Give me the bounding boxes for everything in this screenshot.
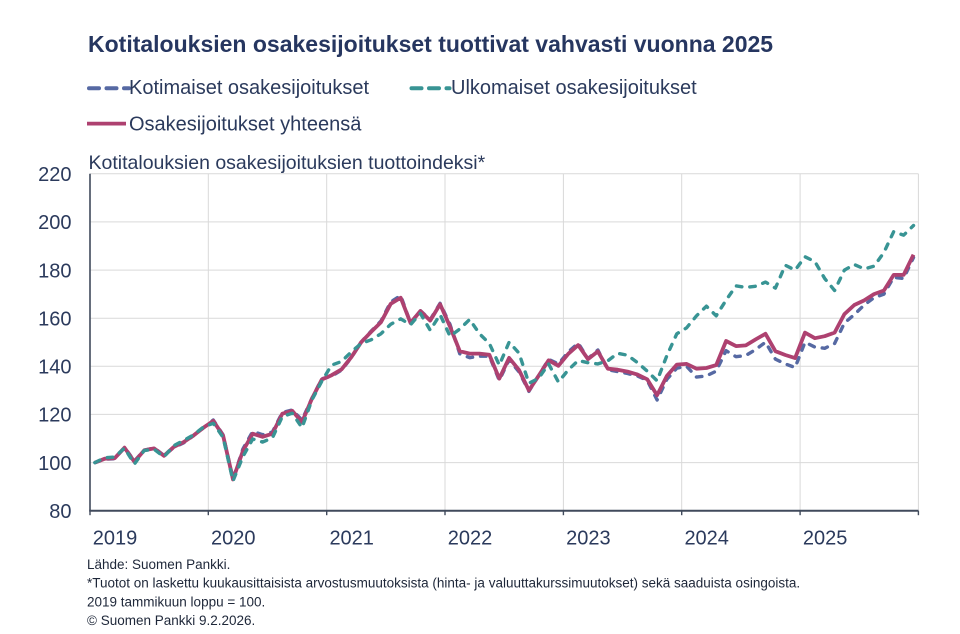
svg-text:180: 180	[38, 260, 71, 282]
svg-text:160: 160	[38, 308, 71, 330]
svg-text:Kotitalouksien osakesijoituksi: Kotitalouksien osakesijoituksien tuottoi…	[89, 152, 486, 174]
svg-text:Kotitalouksien osakesijoitukse: Kotitalouksien osakesijoitukset tuottiva…	[88, 31, 773, 57]
svg-text:© Suomen Pankki 9.2.2026.: © Suomen Pankki 9.2.2026.	[87, 613, 255, 628]
svg-text:2019: 2019	[93, 528, 138, 550]
svg-text:220: 220	[38, 164, 71, 186]
svg-text:140: 140	[38, 357, 71, 379]
svg-text:2021: 2021	[329, 528, 374, 550]
svg-text:2019 tammikuun loppu = 100.: 2019 tammikuun loppu = 100.	[87, 594, 265, 609]
svg-text:2025: 2025	[803, 528, 848, 550]
svg-text:Ulkomaiset osakesijoitukset: Ulkomaiset osakesijoitukset	[451, 77, 697, 99]
svg-text:120: 120	[38, 405, 71, 427]
svg-text:80: 80	[49, 501, 71, 523]
svg-text:2023: 2023	[566, 528, 611, 550]
svg-text:2022: 2022	[448, 528, 493, 550]
svg-text:*Tuotot on laskettu kuukausitt: *Tuotot on laskettu kuukausittaisista ar…	[87, 576, 800, 591]
svg-text:2024: 2024	[684, 528, 729, 550]
svg-text:Osakesijoitukset yhteensä: Osakesijoitukset yhteensä	[129, 114, 362, 136]
svg-text:2020: 2020	[211, 528, 256, 550]
svg-text:200: 200	[38, 212, 71, 234]
svg-text:Lähde: Suomen Pankki.: Lähde: Suomen Pankki.	[87, 557, 230, 572]
svg-text:100: 100	[38, 453, 71, 475]
svg-text:Kotimaiset osakesijoitukset: Kotimaiset osakesijoitukset	[129, 77, 370, 99]
